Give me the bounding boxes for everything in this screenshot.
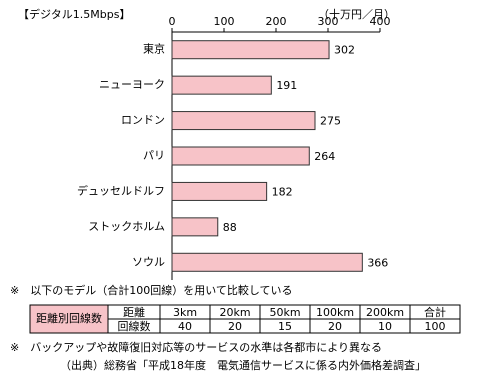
table-text: 合計 [424,305,446,319]
value-label: 275 [320,115,341,128]
table-group: 距離別回線数 [36,311,102,325]
table-text: 40 [178,320,192,333]
x-tick-label: 200 [266,15,287,28]
table-group-cell [29,304,109,334]
value-label: 302 [334,44,355,57]
y-tick-label: ロンドン [121,114,165,127]
y-tick-label: ソウル [132,255,165,268]
table-text: 100 [425,320,446,333]
y-tick-label: ニューヨーク [99,78,165,91]
table-cell [409,318,461,334]
table-text: 3km [173,306,197,319]
note: ※ 以下のモデル（合計100回線）を用いて比較している [10,283,293,297]
table-text: 50km [269,306,300,319]
table-text: 20 [228,320,242,333]
y-tick-label: ストックホルム [88,220,165,233]
bar [171,217,219,237]
value-label: 366 [367,256,388,269]
bar [171,111,316,131]
table-text: 回線数 [118,319,151,333]
chart-title: 【デジタル1.5Mbps】 [18,7,130,21]
table-text: 距離 [123,305,145,319]
bar [171,146,310,166]
x-tick-label: 300 [318,15,339,28]
source: （出典）総務省「平成18年度 電気通信サービスに係る内外価格差調査」 [60,358,426,372]
value-label: 191 [276,79,297,92]
table-text: 10 [378,320,392,333]
table-text: 15 [278,320,292,333]
y-tick-label: 東京 [143,42,165,56]
table-text: 200km [366,306,404,319]
bar [171,40,330,60]
bar [171,252,363,272]
unit-label: （十万円／月） [318,7,395,21]
note: ※ バックアップや故障復旧対応等のサービスの水準は各都市により異なる [10,340,382,354]
x-tick-label: 100 [214,15,235,28]
bar [171,75,272,95]
x-tick-label: 400 [370,15,391,28]
value-label: 182 [272,185,293,198]
bar [171,181,268,201]
x-tick-label: 0 [169,15,176,28]
table-text: 20 [328,320,342,333]
y-tick-label: デュッセルドルフ [77,183,165,197]
y-tick-label: パリ [143,149,165,162]
table-text: 100km [316,306,354,319]
table-text: 20km [219,306,250,319]
value-label: 264 [314,150,335,163]
value-label: 88 [223,221,237,234]
